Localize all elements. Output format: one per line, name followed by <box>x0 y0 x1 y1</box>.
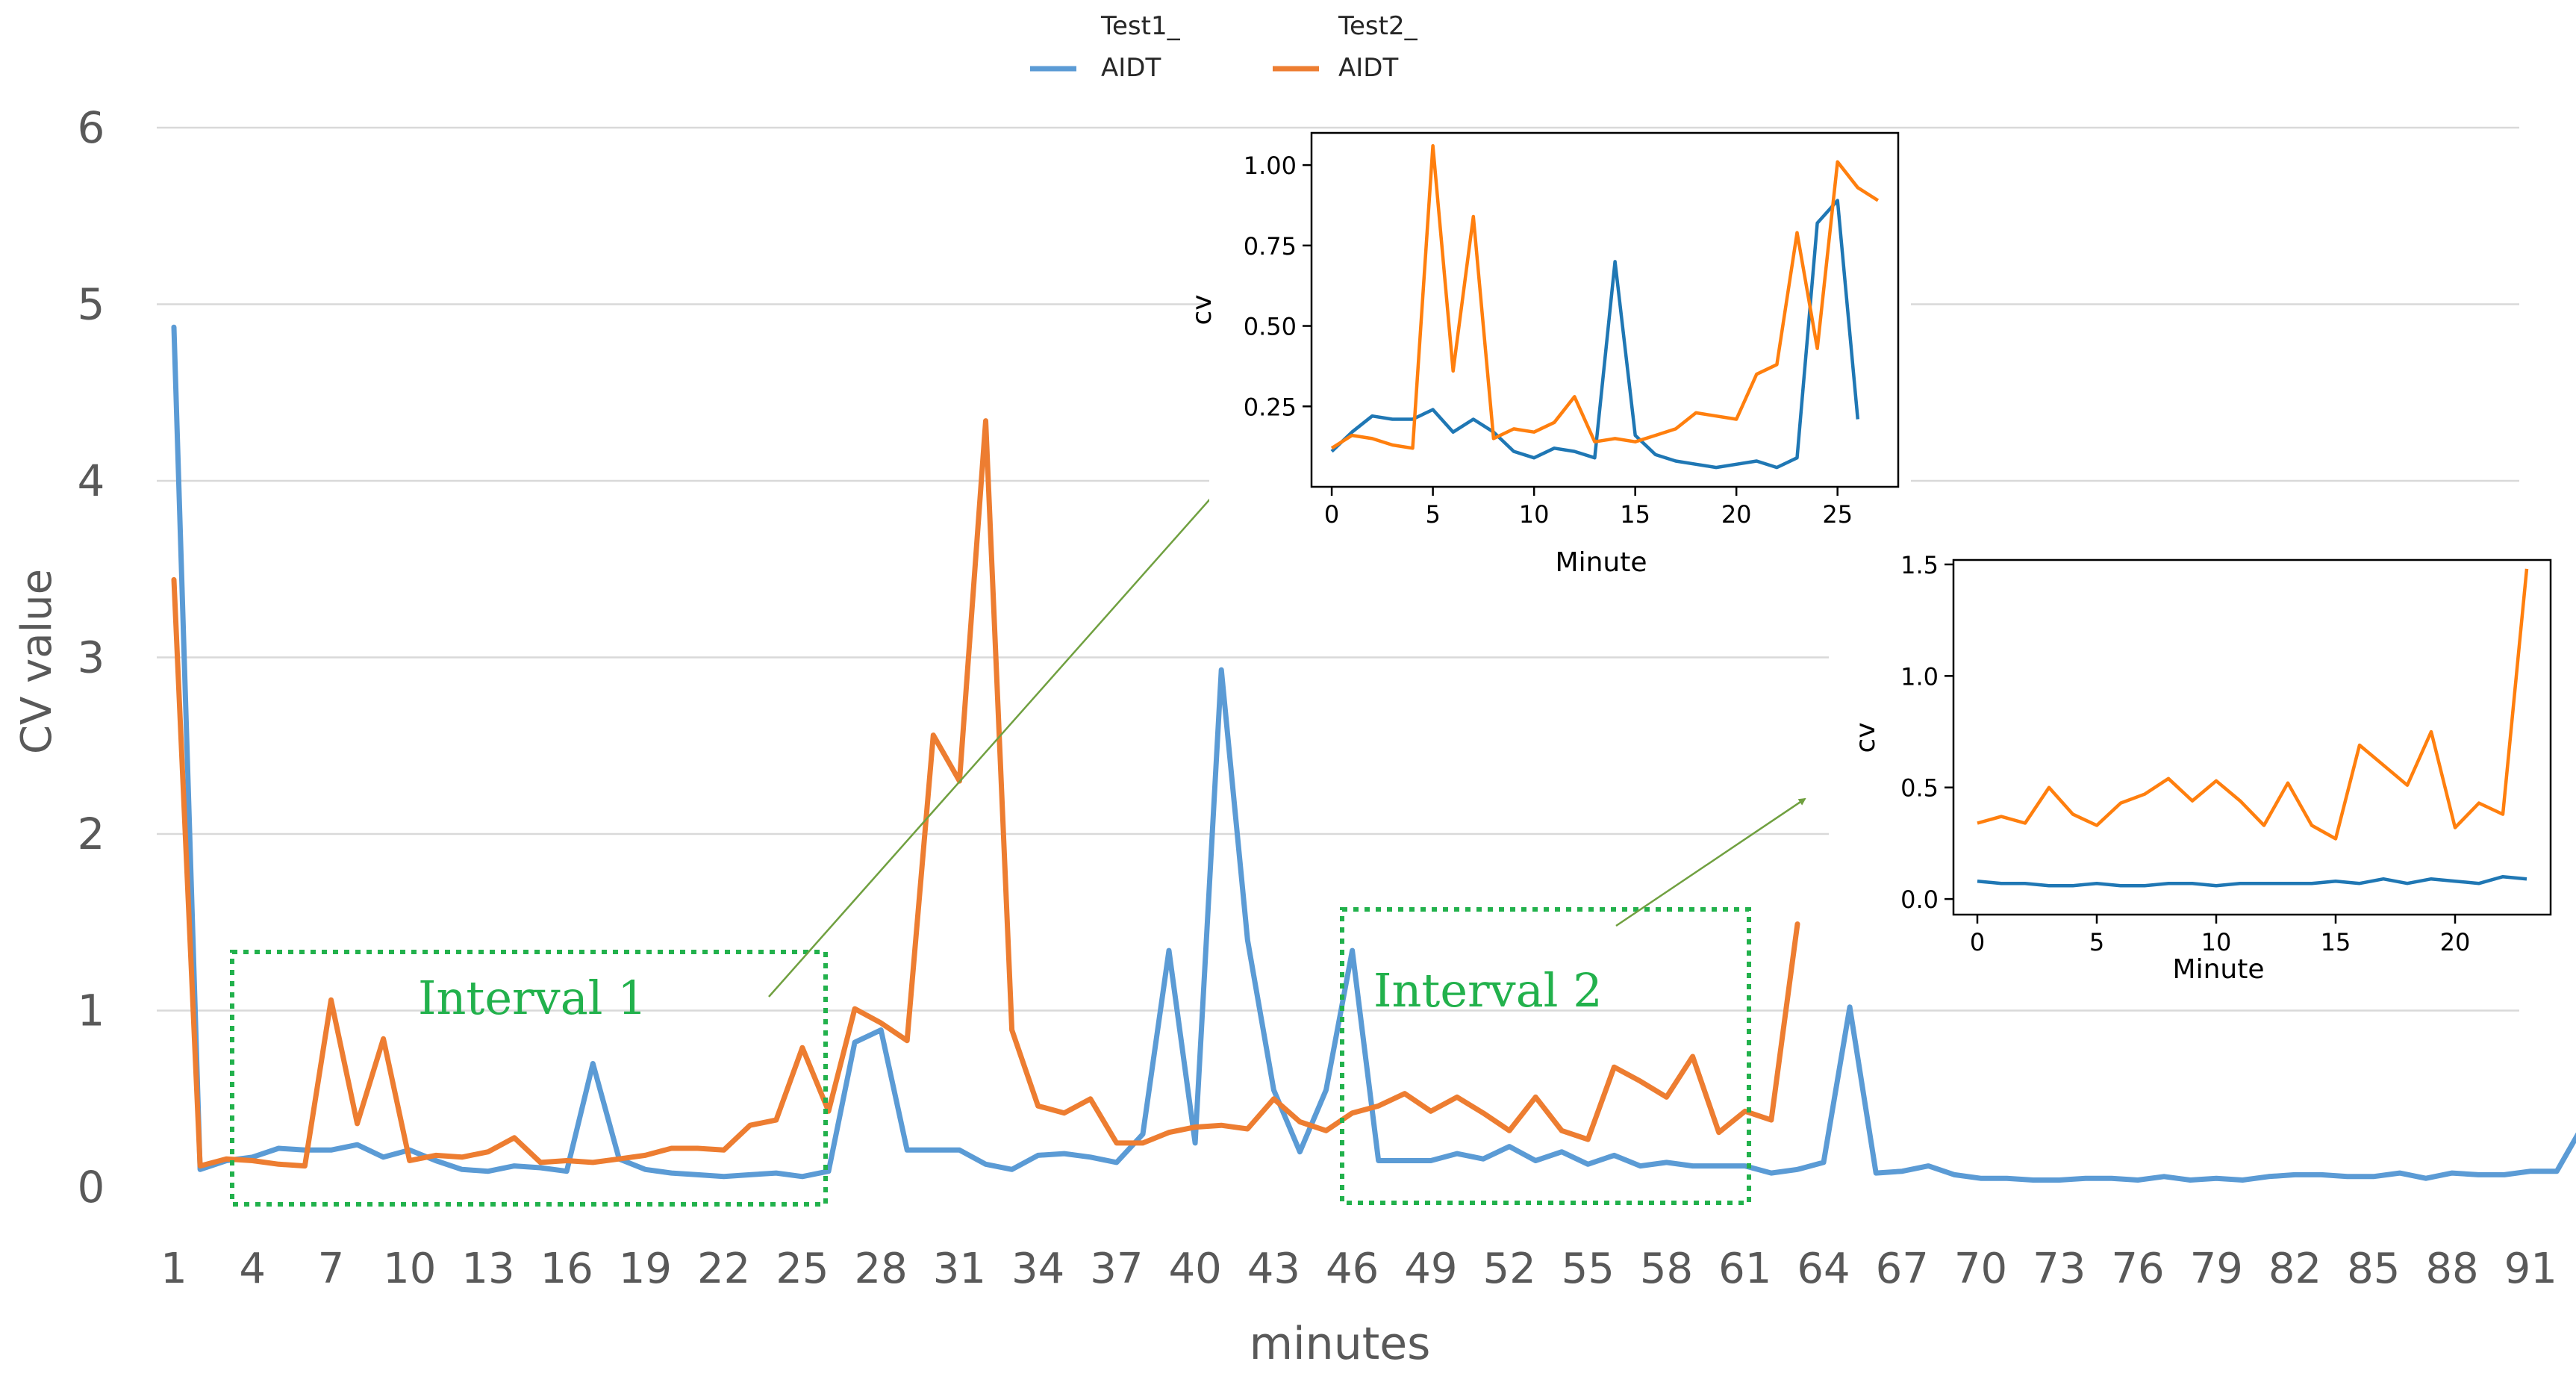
inset-2-series-line-test2 <box>1977 568 2529 841</box>
legend-label-test2-line1: Test2_ <box>1338 11 1418 41</box>
interval-1-box <box>230 950 828 1207</box>
x-tick-64: 64 <box>1797 1245 1850 1293</box>
inset-2-y-tick-1.5: 1.5 <box>1900 551 1939 579</box>
inset-1-frame <box>1310 131 1900 488</box>
y-axis-title: CV value <box>13 569 61 754</box>
x-tick-31: 31 <box>933 1245 986 1293</box>
x-tick-49: 49 <box>1404 1245 1457 1293</box>
x-tick-82: 82 <box>2268 1245 2321 1293</box>
y-tick-5: 5 <box>78 279 105 330</box>
x-tick-10: 10 <box>383 1245 436 1293</box>
inset-1-x-tick-5: 5 <box>1425 500 1440 529</box>
x-tick-1: 1 <box>160 1245 187 1293</box>
inset-1-x-tick-0: 0 <box>1324 500 1339 529</box>
main-x-axis: 1 4 7 10 13 16 19 22 25 28 31 34 37 40 43 46 49 52 55 58 61 6… <box>160 1245 2557 1293</box>
inset-2-series-line-test1 <box>1977 874 2527 888</box>
inset-1-x-tick-15: 15 <box>1620 500 1650 529</box>
inset-2-y-tick-1.0: 1.0 <box>1900 662 1939 691</box>
inset-2-x-tick-5: 5 <box>2089 928 2104 956</box>
x-tick-52: 52 <box>1482 1245 1535 1293</box>
inset-1-x-tick-20: 20 <box>1721 500 1752 529</box>
arrow-interval-2 <box>1615 797 1806 927</box>
inset-2-x-tick-0: 0 <box>1970 928 1985 956</box>
x-tick-19: 19 <box>619 1245 672 1293</box>
x-tick-22: 22 <box>697 1245 750 1293</box>
inset-2-x-tick-15: 15 <box>2321 928 2351 956</box>
y-tick-3: 3 <box>78 632 105 683</box>
inset-2-x-axis-title: Minute <box>2173 954 2265 985</box>
x-tick-40: 40 <box>1168 1245 1221 1293</box>
arrow-interval-1 <box>768 435 1267 997</box>
x-tick-79: 79 <box>2190 1245 2243 1293</box>
inset-1-y-tick-0.75: 0.75 <box>1244 232 1297 261</box>
x-tick-73: 73 <box>2033 1245 2086 1293</box>
inset-2-y-tick-0.5: 0.5 <box>1900 774 1939 803</box>
inset-2-frame <box>1952 558 2552 916</box>
legend-item-test1: Test1_ AIDT <box>1030 11 1181 83</box>
inset-2-y-axis-title: cv <box>1850 722 1881 753</box>
inset-1-axes: 0.25 0.50 0.75 1.00 0 5 10 15 20 25 <box>1244 152 1853 529</box>
y-tick-0: 0 <box>78 1162 105 1213</box>
x-tick-43: 43 <box>1247 1245 1300 1293</box>
inset-chart-interval-1: 0.25 0.50 0.75 1.00 0 5 10 15 20 25 cv Minute <box>1187 131 1911 590</box>
inset-1-x-tick-10: 10 <box>1519 500 1550 529</box>
y-tick-4: 4 <box>78 455 105 506</box>
interval-1-label: Interval 1 <box>418 971 647 1025</box>
legend-label-test2-line2: AIDT <box>1338 53 1398 83</box>
inset-1-x-axis-title: Minute <box>1556 547 1647 578</box>
x-tick-7: 7 <box>318 1245 345 1293</box>
x-tick-67: 67 <box>1876 1245 1929 1293</box>
inset-2-x-tick-10: 10 <box>2201 928 2232 956</box>
main-y-axis: 0 1 2 3 4 5 6 <box>78 102 105 1213</box>
y-tick-2: 2 <box>78 809 105 859</box>
inset-1-y-tick-1.00: 1.00 <box>1244 152 1297 180</box>
inset-2-series-lines <box>1977 568 2529 888</box>
x-tick-88: 88 <box>2425 1245 2478 1293</box>
inset-1-series-line-test2 <box>1330 143 1880 450</box>
x-tick-25: 25 <box>776 1245 829 1293</box>
x-tick-4: 4 <box>239 1245 266 1293</box>
inset-2-y-tick-0.0: 0.0 <box>1900 886 1939 914</box>
inset-2-x-tick-20: 20 <box>2440 928 2471 956</box>
interval-2-label: Interval 2 <box>1373 963 1603 1018</box>
x-tick-28: 28 <box>855 1245 908 1293</box>
x-tick-61: 61 <box>1718 1245 1771 1293</box>
interval-2-box <box>1340 907 1751 1205</box>
legend-item-test2: Test2_ AIDT <box>1273 11 1418 83</box>
inset-2-background <box>1829 553 2576 989</box>
inset-chart-interval-2: 0.0 0.5 1.0 1.5 0 5 10 15 20 cv Minute <box>1829 551 2576 989</box>
inset-2-axes: 0.0 0.5 1.0 1.5 0 5 10 15 20 <box>1900 551 2470 956</box>
inset-1-y-tick-0.25: 0.25 <box>1244 393 1297 421</box>
series-line-test2 <box>171 418 1800 1169</box>
series-line-test1 <box>171 324 2576 1183</box>
legend-label-test1-line1: Test1_ <box>1100 11 1181 41</box>
main-series-lines <box>171 324 2576 1183</box>
x-tick-16: 16 <box>540 1245 593 1293</box>
inset-1-series-line-test1 <box>1330 199 1860 470</box>
x-tick-85: 85 <box>2347 1245 2400 1293</box>
x-tick-91: 91 <box>2504 1245 2557 1293</box>
legend: Test1_ AIDT Test2_ AIDT <box>1030 11 1418 83</box>
inset-1-background <box>1209 131 1911 590</box>
x-tick-58: 58 <box>1640 1245 1693 1293</box>
legend-label-test1-line2: AIDT <box>1101 53 1161 83</box>
x-tick-37: 37 <box>1090 1245 1143 1293</box>
x-tick-13: 13 <box>461 1245 514 1293</box>
x-tick-55: 55 <box>1562 1245 1615 1293</box>
y-tick-1: 1 <box>78 986 105 1036</box>
inset-1-y-tick-0.50: 0.50 <box>1244 313 1297 341</box>
x-tick-70: 70 <box>1954 1245 2007 1293</box>
inset-1-series-lines <box>1330 143 1880 470</box>
inset-1-y-axis-title: cv <box>1187 294 1217 325</box>
x-tick-76: 76 <box>2111 1245 2164 1293</box>
x-tick-46: 46 <box>1326 1245 1379 1293</box>
x-axis-title: minutes <box>1250 1318 1431 1370</box>
y-tick-6: 6 <box>78 102 105 153</box>
inset-1-x-tick-25: 25 <box>1822 500 1853 529</box>
x-tick-34: 34 <box>1011 1245 1064 1293</box>
